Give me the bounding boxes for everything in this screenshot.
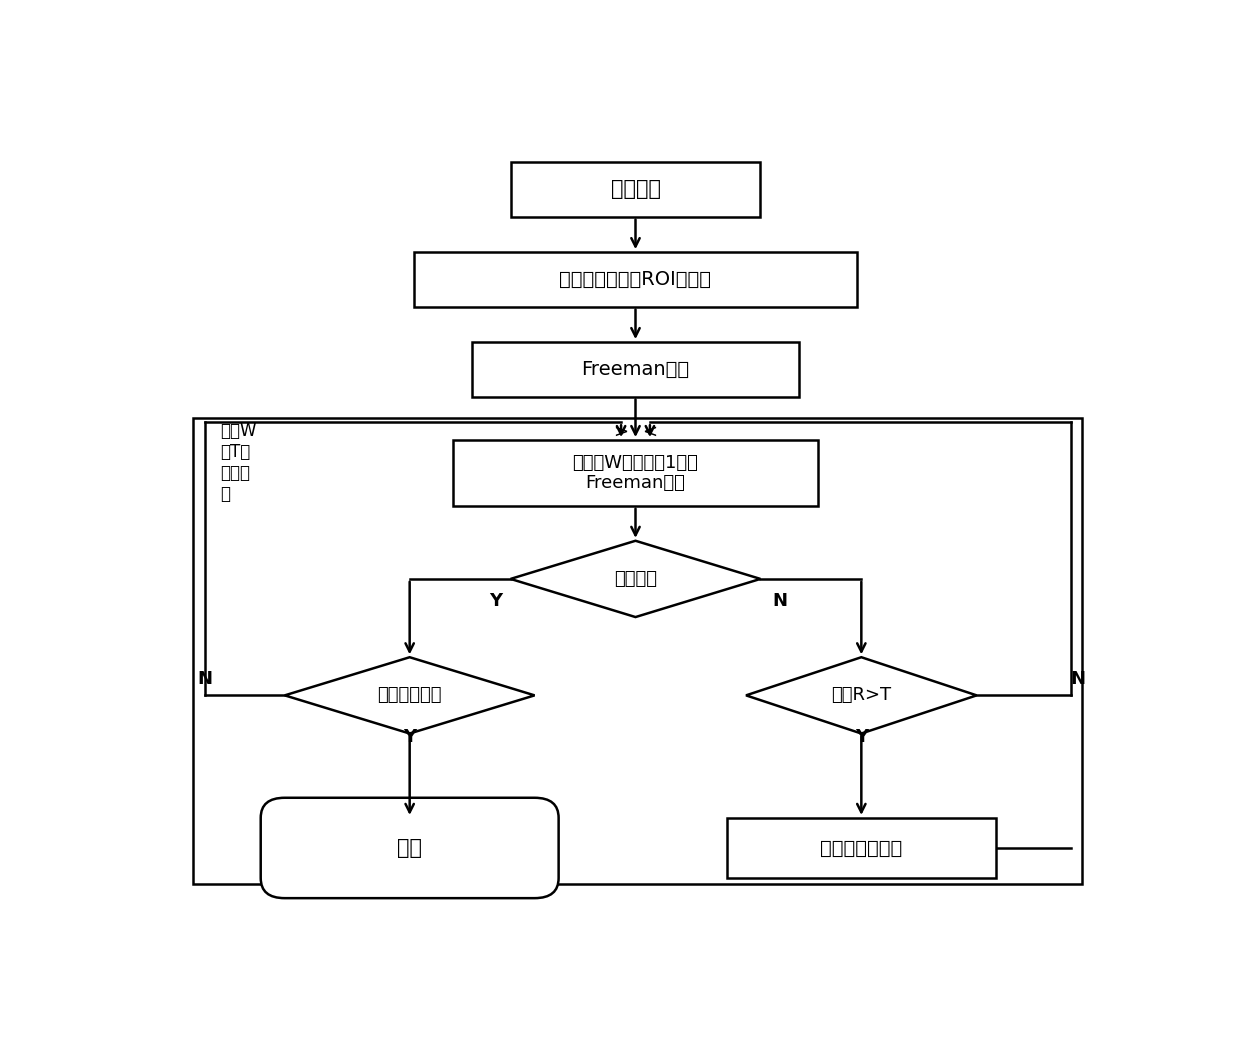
Text: >: > xyxy=(614,423,629,441)
Text: 结束: 结束 xyxy=(397,838,422,858)
Text: <: < xyxy=(642,423,657,441)
Text: 求得感兴趣区域ROI外轮廓: 求得感兴趣区域ROI外轮廓 xyxy=(559,270,712,289)
Text: Freeman编码: Freeman编码 xyxy=(582,360,689,379)
Text: Y: Y xyxy=(403,728,417,746)
Text: Y: Y xyxy=(490,591,502,609)
Polygon shape xyxy=(285,657,534,733)
Text: 修复该链码片段: 修复该链码片段 xyxy=(820,839,903,857)
Text: N: N xyxy=(197,671,212,688)
Polygon shape xyxy=(511,540,760,617)
Text: 宽度为W，步长为1遍历
Freeman链码: 宽度为W，步长为1遍历 Freeman链码 xyxy=(573,454,698,492)
FancyBboxPatch shape xyxy=(260,798,559,898)
Polygon shape xyxy=(746,657,977,733)
FancyBboxPatch shape xyxy=(414,252,857,307)
Text: 图像输入: 图像输入 xyxy=(610,179,661,199)
Text: Y: Y xyxy=(854,728,868,746)
FancyBboxPatch shape xyxy=(472,342,799,396)
Text: 改变W
和T，
继续遍
历: 改变W 和T， 继续遍 历 xyxy=(221,422,257,503)
Text: N: N xyxy=(773,591,787,609)
Text: 平滑效果评价: 平滑效果评价 xyxy=(377,686,441,704)
Text: 遍历完成: 遍历完成 xyxy=(614,569,657,588)
Text: 判断R>T: 判断R>T xyxy=(831,686,892,704)
FancyBboxPatch shape xyxy=(727,818,996,878)
Text: N: N xyxy=(1070,671,1085,688)
FancyBboxPatch shape xyxy=(511,162,760,217)
FancyBboxPatch shape xyxy=(453,440,818,506)
